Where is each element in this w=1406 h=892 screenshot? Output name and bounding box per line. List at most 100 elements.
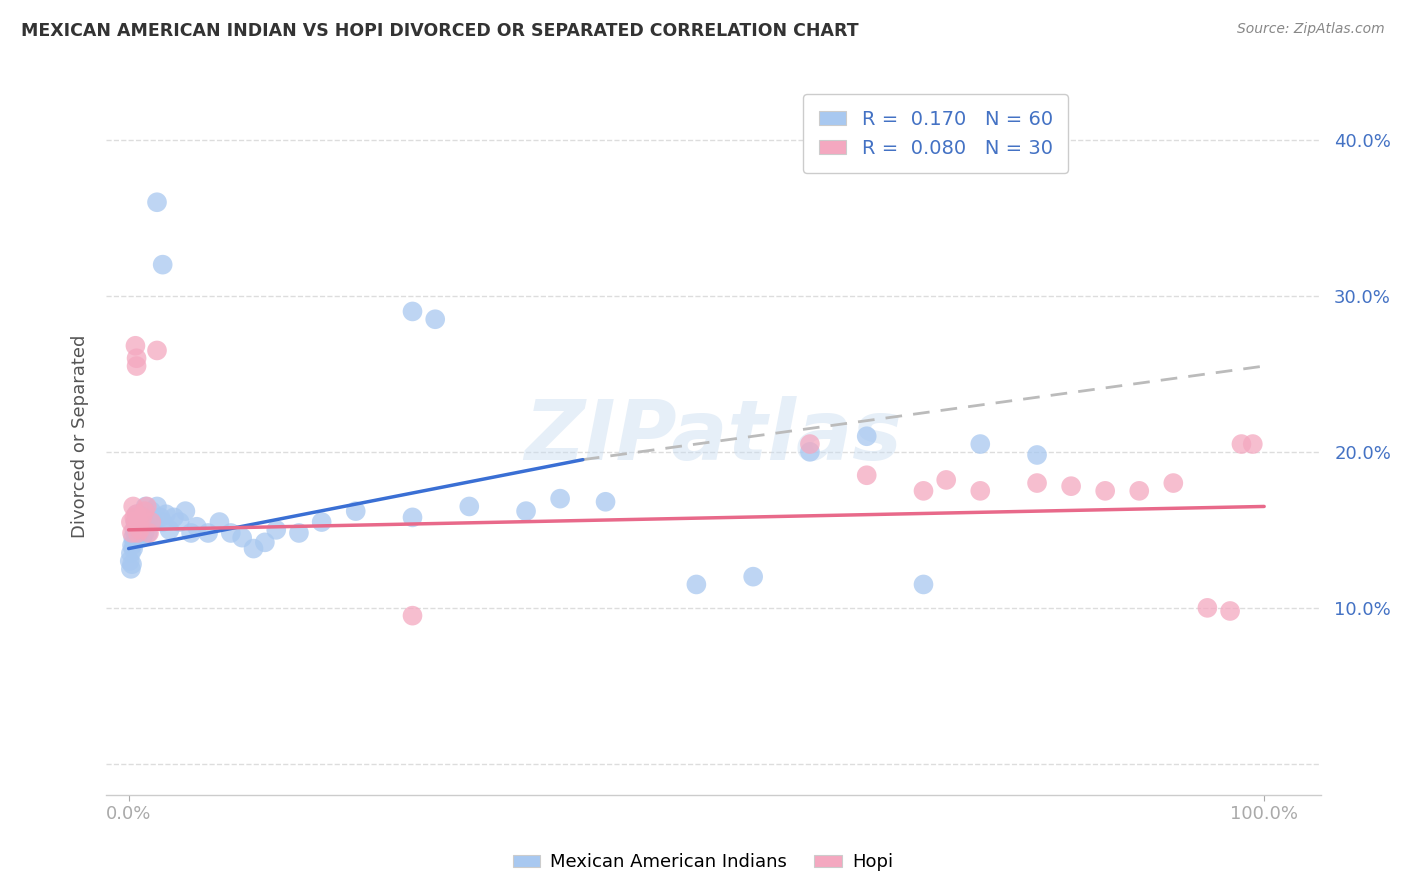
Point — [136, 526, 159, 541]
Point — [344, 504, 367, 518]
Point — [124, 535, 146, 549]
Point — [288, 526, 311, 541]
Point — [1026, 476, 1049, 491]
Point — [141, 515, 163, 529]
Point — [129, 526, 152, 541]
Point — [1163, 476, 1185, 491]
Point — [169, 515, 191, 529]
Text: MEXICAN AMERICAN INDIAN VS HOPI DIVORCED OR SEPARATED CORRELATION CHART: MEXICAN AMERICAN INDIAN VS HOPI DIVORCED… — [21, 22, 859, 40]
Point — [122, 541, 145, 556]
Point — [231, 531, 253, 545]
Legend: R =  0.170   N = 60, R =  0.080   N = 30: R = 0.170 N = 60, R = 0.080 N = 30 — [803, 95, 1069, 173]
Point — [1241, 437, 1264, 451]
Point — [152, 258, 174, 272]
Point — [146, 500, 169, 514]
Point — [969, 437, 991, 451]
Point — [242, 541, 264, 556]
Point — [401, 510, 423, 524]
Point — [124, 523, 146, 537]
Point — [135, 500, 157, 514]
Point — [146, 343, 169, 358]
Point — [124, 515, 146, 529]
Point — [969, 483, 991, 498]
Point — [135, 515, 157, 529]
Point — [163, 510, 186, 524]
Point — [129, 523, 152, 537]
Point — [120, 515, 142, 529]
Point — [515, 504, 537, 518]
Point — [122, 531, 145, 545]
Point — [912, 483, 935, 498]
Point — [1219, 604, 1241, 618]
Point — [253, 535, 276, 549]
Point — [855, 429, 877, 443]
Point — [134, 526, 156, 541]
Point — [121, 557, 143, 571]
Point — [127, 510, 149, 524]
Point — [141, 504, 163, 518]
Point — [401, 304, 423, 318]
Point — [219, 526, 242, 541]
Point — [197, 526, 219, 541]
Point — [125, 359, 148, 373]
Point — [264, 523, 287, 537]
Legend: Mexican American Indians, Hopi: Mexican American Indians, Hopi — [505, 847, 901, 879]
Point — [799, 437, 821, 451]
Point — [159, 523, 181, 537]
Point — [138, 510, 160, 524]
Point — [180, 526, 202, 541]
Point — [118, 554, 141, 568]
Point — [1026, 448, 1049, 462]
Point — [186, 520, 208, 534]
Point — [120, 562, 142, 576]
Point — [124, 515, 146, 529]
Point — [129, 520, 152, 534]
Point — [125, 351, 148, 366]
Point — [142, 515, 165, 529]
Point — [401, 608, 423, 623]
Point — [1094, 483, 1116, 498]
Point — [149, 510, 172, 524]
Point — [121, 526, 143, 541]
Text: ZIPatlas: ZIPatlas — [524, 396, 903, 476]
Point — [124, 510, 146, 524]
Point — [155, 508, 177, 522]
Point — [146, 195, 169, 210]
Y-axis label: Divorced or Separated: Divorced or Separated — [72, 334, 89, 538]
Point — [595, 495, 617, 509]
Text: Source: ZipAtlas.com: Source: ZipAtlas.com — [1237, 22, 1385, 37]
Point — [799, 445, 821, 459]
Point — [120, 546, 142, 560]
Point — [912, 577, 935, 591]
Point — [138, 526, 160, 541]
Point — [125, 518, 148, 533]
Point — [174, 504, 197, 518]
Point — [125, 508, 148, 522]
Point — [855, 468, 877, 483]
Point — [152, 515, 174, 529]
Point — [135, 500, 157, 514]
Point — [685, 577, 707, 591]
Point — [124, 339, 146, 353]
Point — [548, 491, 571, 506]
Point — [311, 515, 333, 529]
Point — [128, 515, 150, 529]
Point — [124, 526, 146, 541]
Point — [127, 526, 149, 541]
Point — [935, 473, 957, 487]
Point — [208, 515, 231, 529]
Point — [1060, 479, 1083, 493]
Point — [122, 500, 145, 514]
Point — [129, 515, 152, 529]
Point — [131, 510, 153, 524]
Point — [121, 538, 143, 552]
Point — [458, 500, 481, 514]
Point — [132, 508, 155, 522]
Point — [1230, 437, 1253, 451]
Point — [742, 569, 765, 583]
Point — [125, 508, 148, 522]
Point — [128, 523, 150, 537]
Point — [1128, 483, 1150, 498]
Point — [127, 531, 149, 545]
Point — [1197, 600, 1219, 615]
